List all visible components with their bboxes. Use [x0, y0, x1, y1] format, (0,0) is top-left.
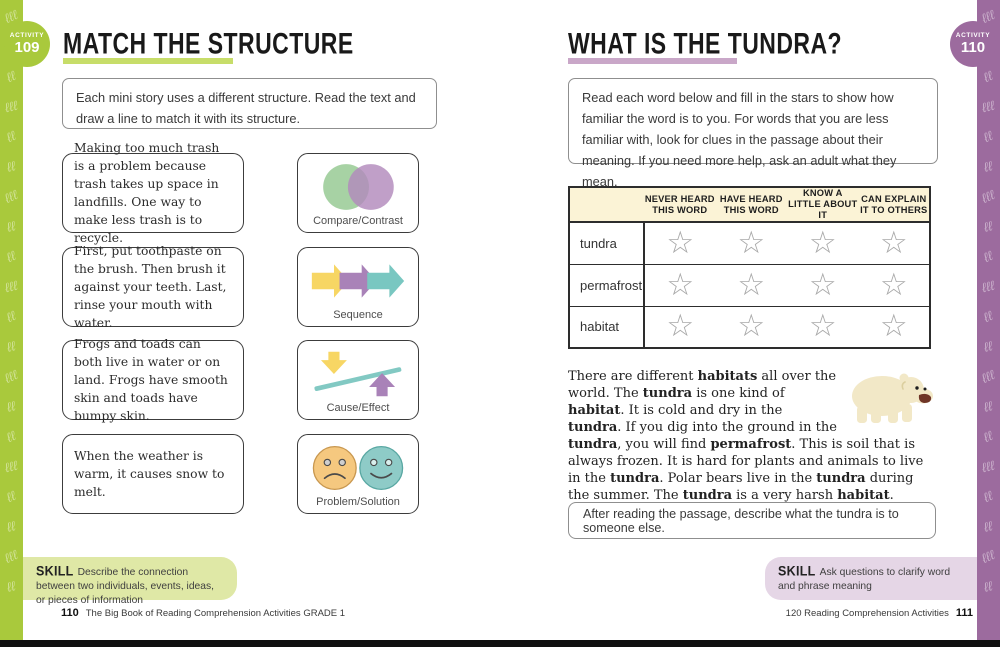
page-number: 110 [61, 607, 79, 619]
right-page-edge-band: ℓℓℓ ℓℓ ℓℓℓ ℓℓ ℓℓ ℓℓℓ ℓℓ ℓℓ ℓℓℓ ℓℓ ℓℓ ℓℓℓ ℓℓ ℓℓ ℓℓℓ ℓℓ ℓℓ… [977, 0, 1000, 640]
book-title-footer: 120 Reading Comprehension Activities [785, 608, 949, 619]
star-icon: ☆ [808, 308, 837, 345]
structure-label: Cause/Effect [326, 402, 390, 414]
story-box-toothpaste: First, put toothpaste on the brush. Then… [62, 244, 244, 330]
skill-text: Describe the connection between two indi… [36, 567, 215, 606]
story-text: First, put toothpaste on the brush. Then… [74, 244, 227, 330]
word-familiarity-table: NEVER HEARD THIS WORD HAVE HEARD THIS WO… [568, 186, 931, 349]
table-row-permafrost: permafrost ☆ ☆ ☆ ☆ [569, 263, 930, 306]
right-instructions-box: Read each word below and fill in the sta… [568, 78, 938, 189]
activity-badge-109: ACTIVITY 109 [4, 21, 50, 67]
after-reading-prompt-box: After reading the passage, describe what… [568, 502, 936, 539]
star-icon: ☆ [737, 308, 766, 345]
word-label: tundra [569, 222, 645, 264]
table-row-habitat: habitat ☆ ☆ ☆ ☆ [569, 305, 930, 348]
star-rating-cell: ☆ [859, 222, 931, 264]
star-rating-cell: ☆ [858, 305, 930, 348]
activity-badge-110: ACTIVITY 110 [950, 21, 996, 67]
story-text: Frogs and toads can both live in water o… [74, 337, 228, 423]
star-icon: ☆ [666, 266, 695, 303]
structure-box-problem-solution: Problem/Solution [297, 434, 419, 514]
star-icon: ☆ [737, 224, 766, 261]
passage-text: There are different habitats all over th… [568, 369, 924, 503]
tundra-passage: There are different habitats all over th… [568, 368, 937, 504]
star-rating-cell: ☆ [715, 305, 787, 348]
right-page-footer: 120 Reading Comprehension Activities 111 [786, 607, 973, 619]
word-label: permafrost [569, 263, 645, 306]
star-rating-cell: ☆ [644, 263, 716, 306]
star-icon: ☆ [879, 224, 908, 261]
column-header: NEVER HEARD THIS WORD [644, 187, 716, 223]
doodle-pattern: ℓℓℓ ℓℓ ℓℓℓ ℓℓ ℓℓ ℓℓℓ ℓℓ ℓℓ ℓℓℓ ℓℓ ℓℓ ℓℓℓ ℓℓ ℓℓ ℓℓℓ ℓℓ ℓℓ… [2, 7, 21, 595]
star-icon: ☆ [879, 308, 908, 345]
page-number: 111 [955, 607, 973, 619]
table-corner-cell [569, 187, 644, 223]
left-page-edge-band: ℓℓℓ ℓℓ ℓℓℓ ℓℓ ℓℓ ℓℓℓ ℓℓ ℓℓ ℓℓℓ ℓℓ ℓℓ ℓℓℓ ℓℓ ℓℓ ℓℓℓ ℓℓ ℓℓ… [0, 0, 23, 640]
doodle-pattern: ℓℓℓ ℓℓ ℓℓℓ ℓℓ ℓℓ ℓℓℓ ℓℓ ℓℓ ℓℓℓ ℓℓ ℓℓ ℓℓℓ ℓℓ ℓℓ ℓℓℓ ℓℓ ℓℓ… [979, 7, 998, 595]
star-rating-cell: ☆ [787, 222, 859, 264]
structure-label: Problem/Solution [316, 496, 400, 508]
structure-label: Compare/Contrast [313, 215, 403, 227]
sad-happy-faces-icon [302, 440, 414, 496]
sequence-arrows-icon [302, 253, 414, 309]
column-header: HAVE HEARD THIS WORD [715, 187, 787, 223]
left-page-title: MATCH THE STRUCTURE [63, 27, 354, 61]
skill-text: Ask questions to clarify word and phrase… [778, 567, 951, 592]
word-label: habitat [569, 305, 645, 348]
activity-badge-number: 110 [960, 39, 986, 56]
table-row-tundra: tundra ☆ ☆ ☆ ☆ [569, 222, 930, 264]
left-title-underline [63, 58, 233, 64]
story-box-frogs-toads: Frogs and toads can both live in water o… [62, 337, 244, 423]
star-icon: ☆ [808, 266, 837, 303]
left-instructions-box: Each mini story uses a different structu… [62, 78, 437, 129]
story-text: Making too much trash is a problem becau… [74, 141, 220, 245]
star-rating-cell: ☆ [787, 263, 859, 306]
right-page-title: WHAT IS THE TUNDRA? [568, 27, 843, 61]
story-box-snow-melt: When the weather is warm, it causes snow… [62, 434, 244, 514]
right-skill-box: SKILL Ask questions to clarify word and p… [765, 557, 977, 600]
star-rating-cell: ☆ [715, 263, 787, 306]
activity-badge-number: 109 [14, 39, 40, 56]
star-rating-cell: ☆ [716, 222, 788, 264]
story-text: When the weather is warm, it causes snow… [74, 449, 225, 499]
column-header: CAN EXPLAIN IT TO OTHERS [858, 187, 930, 223]
star-icon: ☆ [879, 266, 908, 303]
star-icon: ☆ [737, 266, 766, 303]
story-box-trash: Making too much trash is a problem becau… [62, 141, 244, 245]
star-icon: ☆ [666, 224, 695, 261]
structure-box-compare-contrast: Compare/Contrast [297, 153, 419, 233]
activity-badge-label: ACTIVITY [9, 32, 45, 39]
bottom-scan-bar [0, 640, 1000, 647]
activity-badge-label: ACTIVITY [955, 32, 991, 39]
star-rating-cell: ☆ [644, 305, 716, 348]
book-title-footer: The Big Book of Reading Comprehension Ac… [85, 608, 346, 619]
skill-label: SKILL [778, 563, 816, 579]
star-rating-cell: ☆ [787, 305, 859, 348]
star-icon: ☆ [808, 224, 837, 261]
venn-diagram-icon [302, 159, 414, 215]
left-skill-box: SKILL Describe the connection between two… [23, 557, 237, 606]
cause-effect-arrows-icon [302, 346, 414, 402]
polar-bear-illustration [845, 368, 937, 430]
structure-label: Sequence [333, 309, 383, 321]
star-rating-cell: ☆ [644, 222, 716, 264]
structure-box-cause-effect: Cause/Effect [297, 340, 419, 420]
star-icon: ☆ [666, 308, 695, 345]
column-header: KNOW A LITTLE ABOUT IT [787, 187, 859, 223]
star-rating-cell: ☆ [858, 263, 930, 306]
right-title-underline [568, 58, 737, 64]
skill-label: SKILL [36, 563, 74, 579]
left-page-footer: 110 The Big Book of Reading Comprehensio… [61, 607, 345, 619]
structure-box-sequence: Sequence [297, 247, 419, 327]
